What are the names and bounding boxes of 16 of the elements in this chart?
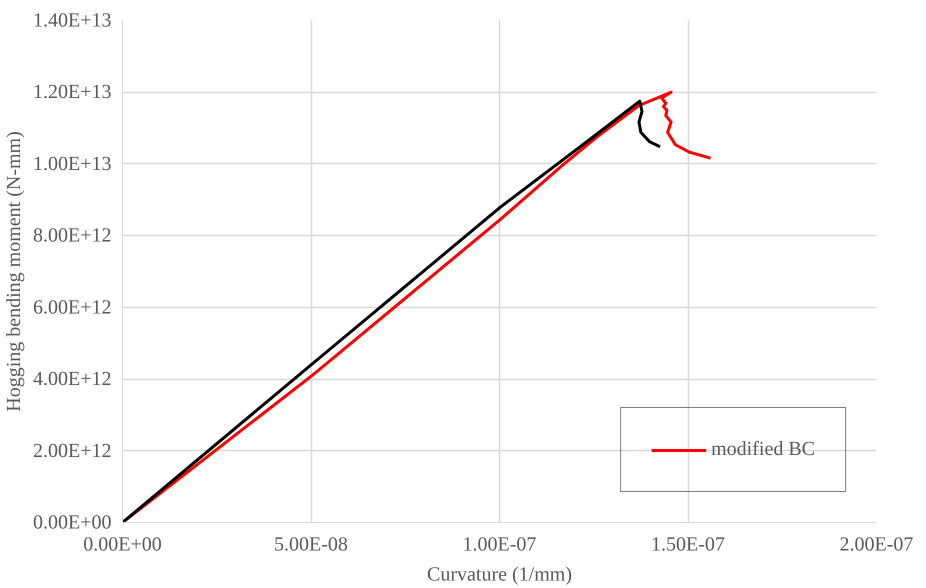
y-tick-label: 1.20E+13: [33, 81, 112, 104]
y-tick-label: 8.00E+12: [33, 224, 112, 247]
y-axis-title: Hogging bending moment (N-mm): [3, 131, 26, 412]
y-tick-label: 1.00E+13: [33, 152, 112, 175]
y-tick-label: 0.00E+00: [33, 512, 112, 534]
x-tick-label: 2.00E-07: [840, 534, 914, 556]
y-tick-label: 4.00E+12: [33, 368, 112, 390]
x-tick-label: 1.00E-07: [462, 534, 536, 556]
x-tick-label: 5.00E-08: [274, 534, 348, 556]
x-tick-label: 0.00E+00: [83, 534, 162, 556]
x-axis-title: Curvature (1/mm): [427, 564, 572, 586]
y-tick-label: 1.40E+13: [33, 10, 112, 32]
y-tick-label: 2.00E+12: [33, 440, 112, 462]
x-tick-label: 1.50E-07: [651, 534, 725, 556]
legend-label: modified BC: [711, 438, 815, 461]
y-tick-label: 6.00E+12: [33, 296, 112, 318]
